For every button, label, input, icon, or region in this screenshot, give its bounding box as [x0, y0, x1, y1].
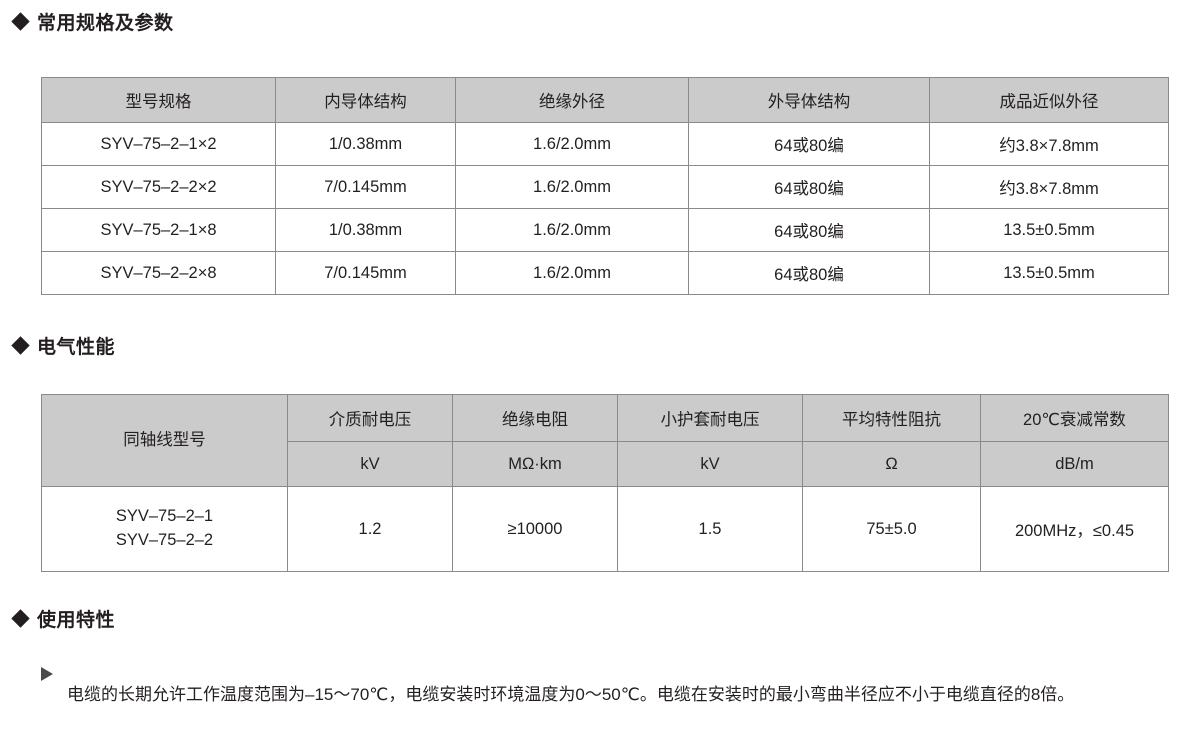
cell-finished-diameter: 约3.8×7.8mm: [929, 165, 1169, 209]
table-row: SYV–75–2–2×2 7/0.145mm 1.6/2.0mm 64或80编 …: [41, 165, 1169, 209]
column-header-average-impedance: 平均特性阻抗: [802, 394, 981, 442]
diamond-icon: [11, 336, 30, 355]
table-header-row: 型号规格 内导体结构 绝缘外径 外导体结构 成品近似外径: [41, 77, 1169, 123]
column-header-sheath-withstand-voltage: 小护套耐电压: [617, 394, 803, 442]
section-heading-electrical-label: 电气性能: [37, 337, 116, 358]
cell-coaxial-model-line: SYV–75–2–1: [115, 507, 214, 526]
table-row: SYV–75–2–1×8 1/0.38mm 1.6/2.0mm 64或80编 1…: [41, 208, 1169, 252]
section-heading-specs-label: 常用规格及参数: [37, 13, 174, 34]
table-header-row: 同轴线型号 介质耐电压 绝缘电阻 小护套耐电压 平均特性阻抗 20℃衰减常数: [41, 394, 1169, 487]
cell-model: SYV–75–2–2×8: [41, 251, 276, 295]
cell-insulation-diameter: 1.6/2.0mm: [455, 122, 689, 166]
cell-sheath-withstand-voltage: 1.5: [617, 486, 803, 572]
column-header-inner-conductor: 内导体结构: [275, 77, 456, 123]
section-heading-usage-label: 使用特性: [37, 610, 116, 631]
cell-model: SYV–75–2–1×2: [41, 122, 276, 166]
section-heading-electrical: 电气性能: [11, 332, 116, 359]
column-header-model: 型号规格: [41, 77, 276, 123]
cell-insulation-resistance: ≥10000: [452, 486, 618, 572]
cell-outer-conductor: 64或80编: [688, 165, 930, 209]
electrical-performance-table: 同轴线型号 介质耐电压 绝缘电阻 小护套耐电压 平均特性阻抗 20℃衰减常数 k…: [41, 394, 1169, 572]
section-heading-specs: 常用规格及参数: [11, 8, 174, 35]
cell-insulation-diameter: 1.6/2.0mm: [455, 251, 689, 295]
diamond-icon: [11, 12, 30, 31]
cell-coaxial-model: SYV–75–2–1 SYV–75–2–2: [41, 486, 288, 572]
column-header-coaxial-model: 同轴线型号: [41, 394, 288, 487]
cell-finished-diameter: 13.5±0.5mm: [929, 208, 1169, 252]
unit-insulation-resistance: MΩ·km: [452, 441, 618, 487]
unit-attenuation-constant: dB/m: [980, 441, 1169, 487]
column-header-dielectric-withstand-voltage: 介质耐电压: [287, 394, 453, 442]
section-heading-usage: 使用特性: [11, 605, 116, 632]
cell-outer-conductor: 64或80编: [688, 208, 930, 252]
cell-finished-diameter: 13.5±0.5mm: [929, 251, 1169, 295]
column-header-insulation-resistance: 绝缘电阻: [452, 394, 618, 442]
table-row: SYV–75–2–2×8 7/0.145mm 1.6/2.0mm 64或80编 …: [41, 251, 1169, 295]
cell-model: SYV–75–2–1×8: [41, 208, 276, 252]
usage-paragraph: 电缆的长期允许工作温度范围为–15～70℃，电缆安装时环境温度为0～50℃。电缆…: [67, 685, 1075, 704]
column-header-outer-conductor: 外导体结构: [688, 77, 930, 123]
cell-attenuation-constant: 200MHz，≤0.45: [980, 486, 1169, 572]
unit-sheath-withstand-voltage: kV: [617, 441, 803, 487]
cell-outer-conductor: 64或80编: [688, 122, 930, 166]
unit-average-impedance: Ω: [802, 441, 981, 487]
cell-dielectric-withstand-voltage: 1.2: [287, 486, 453, 572]
cell-insulation-diameter: 1.6/2.0mm: [455, 165, 689, 209]
cell-outer-conductor: 64或80编: [688, 251, 930, 295]
cell-finished-diameter: 约3.8×7.8mm: [929, 122, 1169, 166]
triangle-bullet-icon: [41, 667, 53, 681]
cell-inner-conductor: 7/0.145mm: [275, 251, 456, 295]
cell-insulation-diameter: 1.6/2.0mm: [455, 208, 689, 252]
usage-characteristics-block: 电缆的长期允许工作温度范围为–15～70℃，电缆安装时环境温度为0～50℃。电缆…: [41, 662, 1181, 727]
column-header-insulation-diameter: 绝缘外径: [455, 77, 689, 123]
cell-inner-conductor: 1/0.38mm: [275, 208, 456, 252]
table-row: SYV–75–2–1×2 1/0.38mm 1.6/2.0mm 64或80编 约…: [41, 122, 1169, 166]
specifications-table: 型号规格 内导体结构 绝缘外径 外导体结构 成品近似外径 SYV–75–2–1×…: [41, 77, 1169, 295]
table-row: SYV–75–2–1 SYV–75–2–2 1.2 ≥10000 1.5 75±…: [41, 486, 1169, 572]
cell-coaxial-model-line: SYV–75–2–2: [115, 531, 214, 549]
diamond-icon: [11, 609, 30, 628]
table-unit-row: kV MΩ·km kV Ω dB/m: [42, 441, 1169, 487]
column-header-attenuation-constant: 20℃衰减常数: [980, 394, 1169, 442]
cell-inner-conductor: 7/0.145mm: [275, 165, 456, 209]
cell-model: SYV–75–2–2×2: [41, 165, 276, 209]
cell-average-impedance: 75±5.0: [802, 486, 981, 572]
cell-inner-conductor: 1/0.38mm: [275, 122, 456, 166]
column-header-finished-diameter: 成品近似外径: [929, 77, 1169, 123]
unit-dielectric-withstand-voltage: kV: [287, 441, 453, 487]
